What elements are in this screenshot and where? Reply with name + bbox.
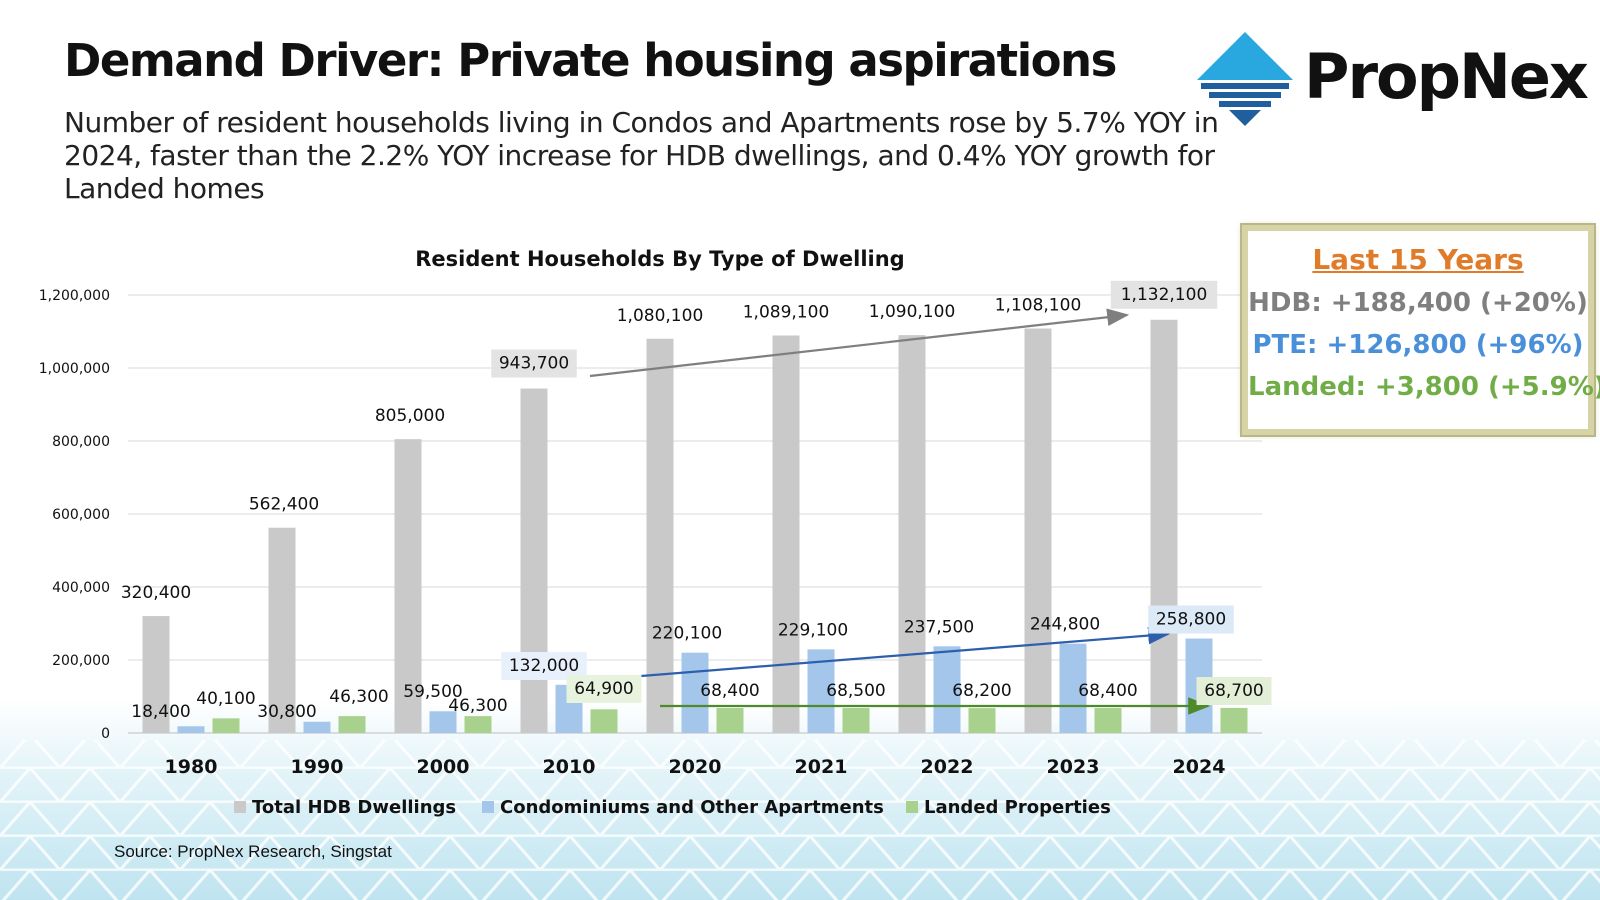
data-label-2-1990: 46,300 [329, 687, 388, 707]
data-label-0-1990: 562,400 [249, 495, 319, 515]
data-label-1-1980: 18,400 [131, 702, 190, 722]
chart-title: Resident Households By Type of Dwelling [415, 247, 904, 271]
data-label-1-2000: 59,500 [403, 682, 462, 702]
data-label-1-2010: 132,000 [509, 656, 579, 676]
data-label-2-2023: 68,400 [1078, 681, 1137, 701]
summary-hdb: HDB: +188,400 (+20%) [1248, 288, 1588, 318]
brand-name: PropNex [1304, 40, 1589, 113]
bar-2-2000 [464, 716, 492, 733]
data-label-0-2000: 805,000 [375, 406, 445, 426]
bar-0-2023 [1024, 328, 1052, 733]
bar-2-2021 [842, 707, 870, 733]
page-subtitle: Number of resident households living in … [64, 106, 1219, 205]
bar-1-2023 [1059, 643, 1087, 733]
data-label-box [1196, 677, 1272, 705]
data-label-2-2024: 68,700 [1204, 681, 1263, 701]
bar-0-2010 [520, 388, 548, 733]
bar-2-2020 [716, 708, 744, 733]
data-label-1-2022: 237,500 [904, 617, 974, 637]
legend-label-0: Total HDB Dwellings [252, 797, 456, 818]
bar-0-1990 [268, 527, 296, 733]
y-tick-label: 200,000 [52, 653, 110, 669]
data-label-box [1148, 605, 1234, 634]
bar-1-1990 [303, 721, 331, 733]
y-tick-label: 1,200,000 [39, 288, 110, 304]
data-label-2-2010: 64,900 [574, 679, 633, 699]
data-label-0-2021: 1,089,100 [743, 302, 830, 322]
trend-arrow-0 [589, 308, 1130, 378]
data-label-box [491, 349, 577, 378]
x-tick-label: 2023 [1047, 756, 1100, 778]
data-label-1-2024: 258,800 [1156, 610, 1226, 630]
bar-2-2023 [1094, 708, 1122, 733]
summary-landed: Landed: +3,800 (+5.9%) [1248, 372, 1600, 402]
data-label-2-2000: 46,300 [448, 696, 507, 716]
y-tick-label: 800,000 [52, 434, 110, 450]
data-label-0-2024: 1,132,100 [1121, 285, 1208, 305]
legend-label-2: Landed Properties [924, 797, 1111, 818]
data-label-box [566, 675, 642, 703]
bar-0-1980 [142, 616, 170, 733]
data-label-0-2023: 1,108,100 [995, 296, 1082, 316]
bar-0-2020 [646, 338, 674, 733]
y-tick-label: 1,000,000 [39, 361, 110, 377]
x-tick-label: 1990 [291, 756, 344, 778]
bar-2-1990 [338, 716, 366, 733]
x-tick-label: 2020 [669, 756, 722, 778]
bar-0-2022 [898, 335, 926, 733]
data-label-1-2023: 244,800 [1030, 615, 1100, 635]
x-tick-label: 2024 [1173, 756, 1226, 778]
summary-pte: PTE: +126,800 (+96%) [1252, 330, 1584, 360]
x-tick-label: 1980 [165, 756, 218, 778]
x-tick-label: 2010 [543, 756, 596, 778]
bar-0-2021 [772, 335, 800, 733]
data-label-2-2021: 68,500 [826, 681, 885, 701]
data-label-0-2022: 1,090,100 [869, 302, 956, 322]
data-label-0-1980: 320,400 [121, 583, 191, 603]
data-label-0-2020: 1,080,100 [617, 306, 704, 326]
data-label-2-1980: 40,100 [196, 689, 255, 709]
data-label-2-2020: 68,400 [700, 681, 759, 701]
x-tick-label: 2021 [795, 756, 848, 778]
page-title: Demand Driver: Private housing aspiratio… [64, 34, 1117, 87]
trend-arrow-1 [615, 626, 1171, 680]
data-label-1-1990: 30,800 [257, 702, 316, 722]
data-label-1-2021: 229,100 [778, 620, 848, 640]
y-tick-label: 600,000 [52, 507, 110, 523]
summary-box: Last 15 Years HDB: +188,400 (+20%) PTE: … [1240, 223, 1600, 437]
data-label-0-2010: 943,700 [499, 354, 569, 374]
data-label-2-2022: 68,200 [952, 681, 1011, 701]
legend-label-1: Condominiums and Other Apartments [500, 797, 884, 818]
bar-0-2000 [394, 439, 422, 733]
data-label-box [1110, 280, 1218, 309]
propnex-logo [1195, 30, 1575, 130]
bar-0-2024 [1150, 319, 1178, 733]
y-tick-label: 400,000 [52, 580, 110, 596]
bar-2-2022 [968, 708, 996, 733]
bar-2-2010 [590, 709, 618, 733]
legend-swatch-2 [906, 801, 918, 813]
data-label-1-2020: 220,100 [652, 624, 722, 644]
summary-heading: Last 15 Years [1312, 243, 1524, 276]
bar-2-2024 [1220, 707, 1248, 733]
x-tick-label: 2022 [921, 756, 974, 778]
bar-1-1980 [177, 726, 205, 733]
bar-2-1980 [212, 718, 240, 733]
legend-swatch-1 [482, 801, 494, 813]
diamond-logo-icon [1197, 32, 1293, 126]
legend-swatch-0 [234, 801, 246, 813]
bar-1-2022 [933, 646, 961, 733]
source-note: Source: PropNex Research, Singstat [114, 842, 392, 861]
x-tick-label: 2000 [417, 756, 470, 778]
bar-1-2020 [681, 652, 709, 733]
y-tick-label: 0 [101, 726, 110, 742]
bar-1-2000 [429, 711, 457, 733]
